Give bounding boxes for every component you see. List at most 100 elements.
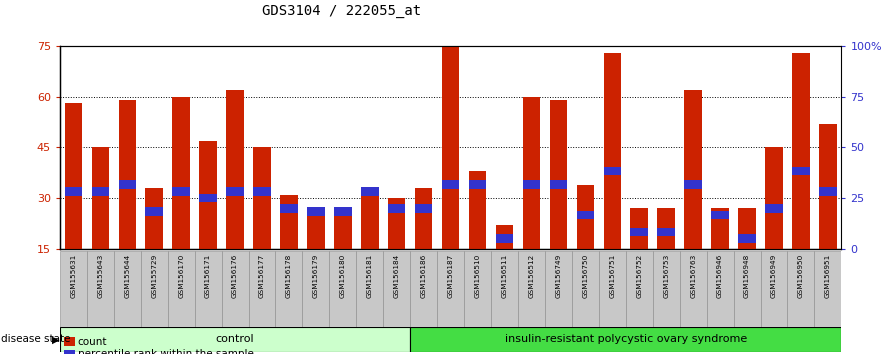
Bar <box>199 141 217 249</box>
Bar <box>329 251 356 327</box>
Bar <box>738 208 756 249</box>
Text: GSM156951: GSM156951 <box>825 254 831 298</box>
Text: GSM156186: GSM156186 <box>421 254 426 298</box>
Bar <box>491 251 518 327</box>
Bar <box>626 251 653 327</box>
Text: GSM156948: GSM156948 <box>744 254 750 298</box>
Bar <box>464 251 491 327</box>
Text: GSM156176: GSM156176 <box>232 254 238 298</box>
Bar <box>819 187 837 196</box>
Bar <box>226 187 244 196</box>
Text: GSM156949: GSM156949 <box>771 254 777 298</box>
Bar <box>60 251 87 327</box>
Bar <box>167 251 195 327</box>
Bar <box>145 188 163 249</box>
Bar <box>738 234 756 243</box>
Bar <box>599 251 626 327</box>
Bar <box>657 228 675 236</box>
Bar <box>685 90 702 249</box>
Bar <box>280 204 298 212</box>
Bar <box>603 53 621 249</box>
Bar <box>603 167 621 175</box>
Bar <box>707 251 734 327</box>
Bar <box>199 194 217 202</box>
Bar <box>550 181 567 189</box>
Bar <box>442 29 459 249</box>
Bar <box>576 185 594 249</box>
Text: GSM156510: GSM156510 <box>475 254 480 298</box>
Bar <box>685 181 702 189</box>
Bar <box>734 251 760 327</box>
Bar <box>307 208 325 249</box>
Bar <box>572 251 599 327</box>
Bar <box>87 251 114 327</box>
Bar <box>437 251 464 327</box>
Bar <box>302 251 329 327</box>
Bar <box>631 228 648 236</box>
Bar <box>545 251 572 327</box>
Bar <box>119 100 136 249</box>
Bar <box>356 251 383 327</box>
Text: GSM155729: GSM155729 <box>152 254 157 298</box>
Bar <box>226 90 244 249</box>
Bar <box>792 167 810 175</box>
Bar <box>60 327 411 352</box>
Text: GSM155644: GSM155644 <box>124 254 130 298</box>
Bar <box>388 198 405 249</box>
Bar <box>496 234 514 243</box>
Bar <box>114 251 141 327</box>
Text: GSM156750: GSM156750 <box>582 254 589 298</box>
Bar <box>522 181 540 189</box>
Text: count: count <box>78 337 107 347</box>
Bar <box>760 251 788 327</box>
Bar <box>253 187 270 196</box>
Text: GSM156179: GSM156179 <box>313 254 319 298</box>
Bar <box>550 100 567 249</box>
Bar <box>792 53 810 249</box>
Bar <box>576 211 594 219</box>
Text: disease state: disease state <box>1 335 70 344</box>
Text: GSM156749: GSM156749 <box>555 254 561 298</box>
Bar <box>173 187 190 196</box>
Bar <box>631 208 648 249</box>
Text: GSM156511: GSM156511 <box>501 254 507 298</box>
Bar <box>522 97 540 249</box>
Bar <box>711 211 729 219</box>
Bar <box>819 124 837 249</box>
Bar <box>814 251 841 327</box>
Bar <box>711 208 729 249</box>
Bar <box>766 204 782 212</box>
Bar <box>334 207 352 216</box>
Text: GSM156178: GSM156178 <box>286 254 292 298</box>
Bar <box>411 251 437 327</box>
Text: GSM155631: GSM155631 <box>70 254 77 298</box>
Text: insulin-resistant polycystic ovary syndrome: insulin-resistant polycystic ovary syndr… <box>505 335 747 344</box>
Bar <box>388 204 405 212</box>
Text: ▶: ▶ <box>52 335 60 344</box>
Bar <box>415 188 433 249</box>
Text: GSM156763: GSM156763 <box>690 254 696 298</box>
Text: GSM156180: GSM156180 <box>340 254 346 298</box>
Bar <box>788 251 814 327</box>
Text: GSM155643: GSM155643 <box>97 254 103 298</box>
Bar <box>361 195 379 249</box>
Bar <box>469 171 486 249</box>
Bar <box>442 181 459 189</box>
Bar <box>222 251 248 327</box>
Text: GSM156177: GSM156177 <box>259 254 265 298</box>
Text: GSM156171: GSM156171 <box>205 254 211 298</box>
Text: control: control <box>216 335 255 344</box>
Text: GSM156187: GSM156187 <box>448 254 454 298</box>
Bar <box>518 251 545 327</box>
Bar <box>119 181 136 189</box>
Text: GSM156753: GSM156753 <box>663 254 670 298</box>
Text: GDS3104 / 222055_at: GDS3104 / 222055_at <box>262 4 421 18</box>
Bar <box>173 97 190 249</box>
Bar <box>248 251 276 327</box>
Bar <box>141 251 167 327</box>
Bar <box>679 251 707 327</box>
Bar <box>334 208 352 249</box>
Text: GSM156181: GSM156181 <box>366 254 373 298</box>
Bar <box>469 181 486 189</box>
Bar <box>657 208 675 249</box>
